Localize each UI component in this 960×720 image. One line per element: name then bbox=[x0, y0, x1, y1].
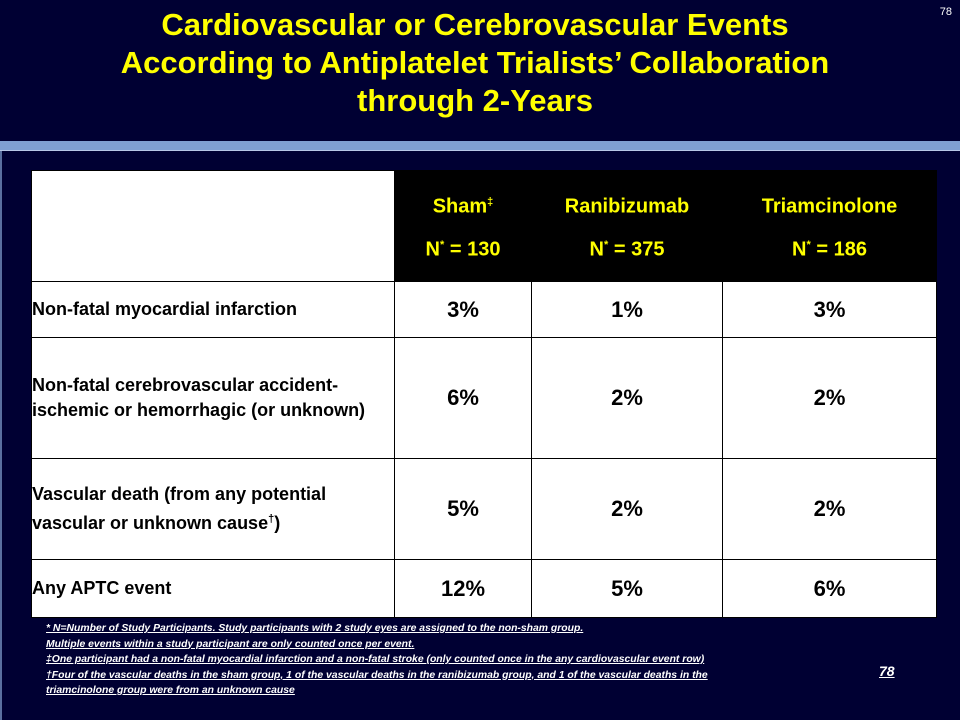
cell-ranibizumab: 1% bbox=[531, 281, 723, 338]
col-n-mark: * bbox=[806, 239, 811, 251]
cell-ranibizumab: 5% bbox=[531, 559, 723, 618]
col-name-mark: ‡ bbox=[487, 196, 494, 209]
col-n-value: = 186 bbox=[816, 238, 867, 261]
cell-triamcinolone: 3% bbox=[722, 281, 937, 338]
table-row: Non-fatal myocardial infarction 3% 1% 3% bbox=[31, 281, 937, 338]
cell-triamcinolone: 2% bbox=[722, 337, 937, 459]
header-triamcinolone: Triamcinolone N* = 186 bbox=[722, 170, 937, 282]
row-label: Non-fatal myocardial infarction bbox=[31, 281, 395, 338]
col-n-mark: * bbox=[604, 239, 609, 251]
footnote: Multiple events within a study participa… bbox=[46, 638, 415, 650]
cell-sham: 12% bbox=[394, 559, 532, 618]
col-name: Triamcinolone bbox=[761, 196, 898, 218]
footnotes: * N=Number of Study Participants. Study … bbox=[46, 621, 776, 699]
col-n-label: N bbox=[425, 238, 440, 261]
header-blank-cell bbox=[31, 170, 395, 282]
row-label-text: Non-fatal myocardial infarction bbox=[32, 299, 298, 319]
cell-ranibizumab: 2% bbox=[531, 337, 723, 459]
events-table: Sham‡ N* = 130 Ranibizumab N* = 375 Tria… bbox=[31, 170, 937, 618]
slide-number-bottom: 78 bbox=[879, 663, 895, 679]
cell-triamcinolone: 2% bbox=[722, 458, 937, 560]
row-label-text: Non-fatal cerebrovascular accident-ische… bbox=[32, 375, 366, 420]
title-line-3: through 2-Years bbox=[357, 83, 593, 118]
table-row: Any APTC event 12% 5% 6% bbox=[31, 559, 937, 618]
table-row: Non-fatal cerebrovascular accident-ische… bbox=[31, 337, 937, 459]
cell-sham: 6% bbox=[394, 337, 532, 459]
row-label-tail: ) bbox=[274, 513, 281, 533]
title-rule bbox=[0, 141, 960, 151]
row-label-text: Any APTC event bbox=[32, 578, 172, 598]
footnote: * N=Number of Study Participants. Study … bbox=[46, 623, 584, 634]
footnote: ‡One participant had a non-fatal myocard… bbox=[46, 654, 705, 665]
slide-title: Cardiovascular or Cerebrovascular Events… bbox=[30, 6, 920, 120]
col-n-label: N bbox=[589, 238, 604, 261]
row-label: Non-fatal cerebrovascular accident-ische… bbox=[31, 337, 395, 459]
left-edge-bar bbox=[0, 151, 2, 720]
col-name: Sham bbox=[432, 196, 488, 218]
cell-sham: 5% bbox=[394, 458, 532, 560]
slide-number-top: 78 bbox=[939, 6, 952, 18]
table-header-row: Sham‡ N* = 130 Ranibizumab N* = 375 Tria… bbox=[31, 170, 937, 282]
title-line-2: According to Antiplatelet Trialists’ Col… bbox=[120, 45, 830, 80]
row-label-mark: † bbox=[268, 513, 275, 525]
col-n-value: = 130 bbox=[449, 238, 501, 261]
title-line-1: Cardiovascular or Cerebrovascular Events bbox=[161, 7, 789, 42]
header-sham: Sham‡ N* = 130 bbox=[394, 170, 532, 282]
col-n-label: N bbox=[792, 238, 807, 261]
cell-sham: 3% bbox=[394, 281, 532, 338]
col-name: Ranibizumab bbox=[564, 196, 690, 218]
header-ranibizumab: Ranibizumab N* = 375 bbox=[531, 170, 723, 282]
footnote: †Four of the vascular deaths in the sham… bbox=[46, 669, 708, 697]
col-n-value: = 375 bbox=[613, 238, 665, 261]
row-label-text: Vascular death (from any potential vascu… bbox=[32, 484, 327, 533]
row-label: Any APTC event bbox=[31, 559, 395, 618]
row-label: Vascular death (from any potential vascu… bbox=[31, 458, 395, 560]
cell-ranibizumab: 2% bbox=[531, 458, 723, 560]
title-rule-line bbox=[0, 150, 960, 151]
cell-triamcinolone: 6% bbox=[722, 559, 937, 618]
col-n-mark: * bbox=[440, 239, 445, 251]
table-row: Vascular death (from any potential vascu… bbox=[31, 458, 937, 560]
